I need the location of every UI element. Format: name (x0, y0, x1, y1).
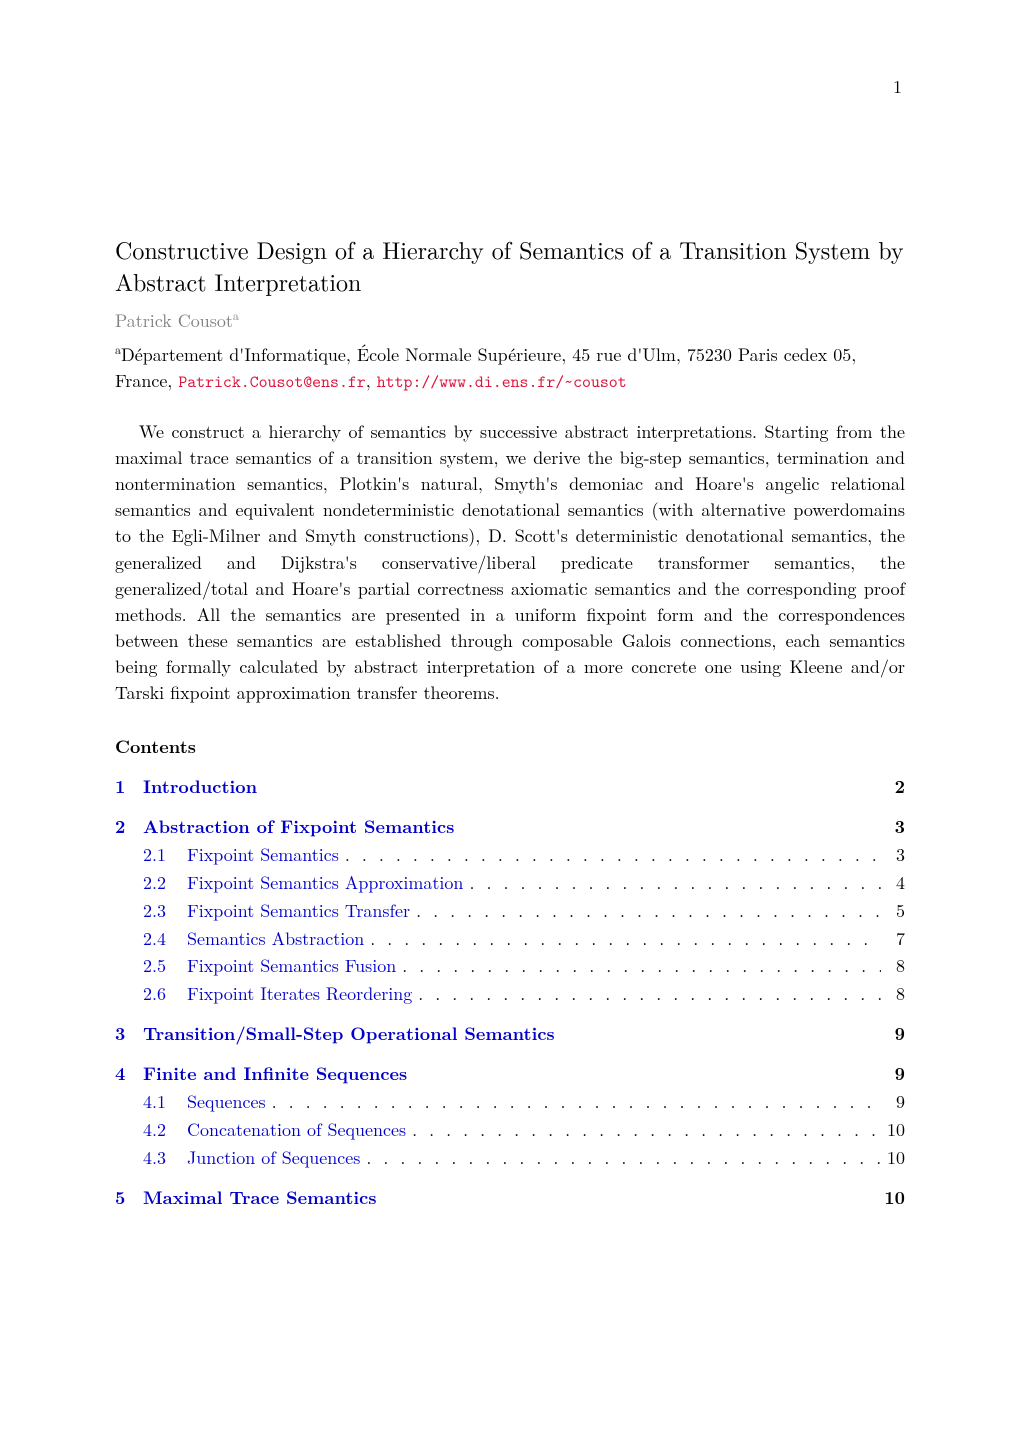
toc-subsection-page: 10 (881, 1144, 905, 1172)
toc-leaders: . . . . . . . . . . . . . . . . . . . . … (463, 869, 881, 897)
toc-subsection-page: 8 (881, 952, 905, 980)
toc-subsection-page: 3 (881, 841, 905, 869)
toc-section-label[interactable]: Maximal Trace Semantics (143, 1184, 377, 1212)
toc-subsection: 2.2Fixpoint Semantics Approximation. . .… (115, 869, 905, 897)
toc-subsection: 2.4Semantics Abstraction. . . . . . . . … (115, 925, 905, 953)
toc-subsection-label[interactable]: Fixpoint Semantics (187, 841, 339, 869)
paper-title: Constructive Design of a Hierarchy of Se… (115, 234, 905, 297)
toc-section-number[interactable]: 5 (115, 1184, 143, 1212)
author-name: Patrick Cousot (115, 308, 233, 333)
toc-leaders: . . . . . . . . . . . . . . . . . . . . … (364, 925, 881, 953)
toc-section-page: 9 (881, 1060, 905, 1088)
toc-leaders: . . . . . . . . . . . . . . . . . . . . … (410, 897, 881, 925)
toc-section-number[interactable]: 1 (115, 773, 143, 801)
toc-subsection-number[interactable]: 4.2 (143, 1116, 187, 1144)
toc-subsection-page: 9 (881, 1088, 905, 1116)
toc-subsection: 2.6Fixpoint Iterates Reordering. . . . .… (115, 980, 905, 1008)
toc-subsection: 4.3Junction of Sequences. . . . . . . . … (115, 1144, 905, 1172)
abstract: We construct a hierarchy of semantics by… (115, 419, 905, 706)
author-affil-sup: a (233, 307, 239, 324)
toc-subsection-label[interactable]: Concatenation of Sequences (187, 1116, 406, 1144)
toc-subsection: 2.5Fixpoint Semantics Fusion. . . . . . … (115, 952, 905, 980)
toc-subsection: 4.2Concatenation of Sequences. . . . . .… (115, 1116, 905, 1144)
toc-subsection-label[interactable]: Sequences (187, 1088, 266, 1116)
toc-section: 2Abstraction of Fixpoint Semantics 3 (115, 813, 905, 841)
toc-leaders: . . . . . . . . . . . . . . . . . . . . … (339, 841, 881, 869)
toc-leaders: . . . . . . . . . . . . . . . . . . . . … (266, 1088, 881, 1116)
abstract-text: We construct a hierarchy of semantics by… (115, 419, 905, 705)
toc-subsection-number[interactable]: 4.1 (143, 1088, 187, 1116)
page-number: 1 (893, 74, 902, 99)
toc-subsection-page: 7 (881, 925, 905, 953)
toc-subsection-label[interactable]: Fixpoint Semantics Fusion (187, 952, 396, 980)
toc-subsection-page: 10 (881, 1116, 905, 1144)
toc-leaders: . . . . . . . . . . . . . . . . . . . . … (412, 980, 881, 1008)
toc-subsection-number[interactable]: 2.5 (143, 952, 187, 980)
toc-section-label[interactable]: Finite and Infinite Sequences (143, 1060, 407, 1088)
toc-section-page: 2 (881, 773, 905, 801)
toc-leaders: . . . . . . . . . . . . . . . . . . . . … (396, 952, 881, 980)
toc-section-page: 3 (881, 813, 905, 841)
toc-subsection: 2.1Fixpoint Semantics. . . . . . . . . .… (115, 841, 905, 869)
toc-subsection-number[interactable]: 2.1 (143, 841, 187, 869)
toc-subsection: 4.1Sequences. . . . . . . . . . . . . . … (115, 1088, 905, 1116)
toc-subsection-label[interactable]: Fixpoint Semantics Approximation (187, 869, 463, 897)
page: 1 Constructive Design of a Hierarchy of … (0, 0, 1020, 1443)
toc-section-number[interactable]: 4 (115, 1060, 143, 1088)
toc-subsection-label[interactable]: Semantics Abstraction (187, 925, 364, 953)
contents-heading: Contents (115, 734, 905, 759)
homepage-link[interactable]: http://www.di.ens.fr/~cousot (377, 371, 627, 393)
toc-section-label[interactable]: Transition/Small-Step Operational Semant… (143, 1020, 555, 1048)
affiliation: aDépartement d'Informatique, École Norma… (115, 341, 905, 395)
toc-subsection-number[interactable]: 2.2 (143, 869, 187, 897)
toc-section-number[interactable]: 2 (115, 813, 143, 841)
toc-section: 1Introduction 2 (115, 773, 905, 801)
toc-subsection-label[interactable]: Fixpoint Semantics Transfer (187, 897, 410, 925)
email-link[interactable]: Patrick.Cousot@ens.fr (178, 371, 365, 393)
toc-section: 5Maximal Trace Semantics 10 (115, 1184, 905, 1212)
toc-subsection-number[interactable]: 2.6 (143, 980, 187, 1008)
toc-subsection-number[interactable]: 4.3 (143, 1144, 187, 1172)
toc-leaders: . . . . . . . . . . . . . . . . . . . . … (360, 1144, 881, 1172)
toc-subsection-page: 8 (881, 980, 905, 1008)
toc-section-label[interactable]: Abstraction of Fixpoint Semantics (143, 813, 454, 841)
toc-subsection-label[interactable]: Fixpoint Iterates Reordering (187, 980, 412, 1008)
toc-subsection-label[interactable]: Junction of Sequences (187, 1144, 360, 1172)
toc-leaders: . . . . . . . . . . . . . . . . . . . . … (406, 1116, 881, 1144)
toc-section: 4Finite and Infinite Sequences 9 (115, 1060, 905, 1088)
toc-section-number[interactable]: 3 (115, 1020, 143, 1048)
toc-section-label[interactable]: Introduction (143, 773, 257, 801)
toc-subsection: 2.3Fixpoint Semantics Transfer. . . . . … (115, 897, 905, 925)
toc-subsection-page: 5 (881, 897, 905, 925)
author-line: Patrick Cousota (115, 307, 905, 333)
affiliation-sep: , (366, 368, 377, 393)
toc-section-page: 9 (881, 1020, 905, 1048)
toc-section-page: 10 (881, 1184, 905, 1212)
table-of-contents: 1Introduction22Abstraction of Fixpoint S… (115, 773, 905, 1211)
toc-subsection-page: 4 (881, 869, 905, 897)
toc-section: 3Transition/Small-Step Operational Seman… (115, 1020, 905, 1048)
toc-subsection-number[interactable]: 2.3 (143, 897, 187, 925)
toc-subsection-number[interactable]: 2.4 (143, 925, 187, 953)
